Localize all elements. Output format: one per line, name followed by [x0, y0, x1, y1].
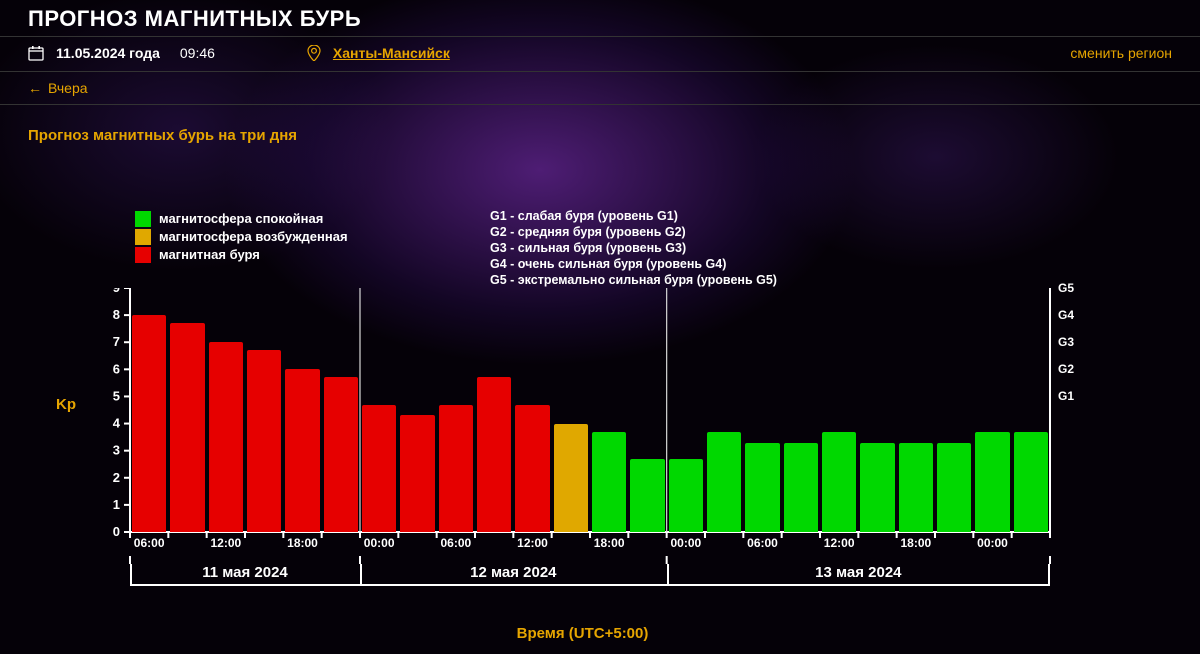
legend-label: магнитосфера возбужденная — [159, 228, 348, 246]
right-g-labels: G1G2G3G4G5 — [1058, 288, 1082, 532]
x-tick: 12:00 — [517, 536, 548, 550]
legend-label: магнитная буря — [159, 246, 260, 264]
legend-item: магнитная буря — [135, 246, 348, 264]
g-label: G5 — [1058, 281, 1074, 295]
g-label: G3 — [1058, 335, 1074, 349]
bar — [439, 405, 473, 532]
bar — [822, 432, 856, 532]
g-label: G1 — [1058, 389, 1074, 403]
x-tick: 18:00 — [900, 536, 931, 550]
x-tick: 06:00 — [134, 536, 165, 550]
bar — [784, 443, 818, 532]
bar — [324, 377, 358, 532]
date-text: 11.05.2024 года — [56, 45, 160, 61]
day-label: 11 мая 2024 — [202, 564, 288, 581]
g-scale-line: G5 - экстремально сильная буря (уровень … — [490, 272, 777, 288]
x-tick: 00:00 — [977, 536, 1008, 550]
svg-text:7: 7 — [113, 334, 120, 349]
x-tick: 06:00 — [440, 536, 471, 550]
day-labels: 11 мая 2024 12 мая 2024 13 мая 2024 — [130, 564, 1050, 586]
bar — [592, 432, 626, 532]
bar — [170, 323, 204, 532]
bar — [285, 369, 319, 532]
calendar-icon — [28, 45, 44, 61]
svg-text:4: 4 — [113, 416, 121, 431]
legend: магнитосфера спокойнаямагнитосфера возбу… — [135, 210, 348, 264]
day-label: 12 мая 2024 — [470, 564, 556, 581]
bar — [669, 459, 703, 532]
svg-text:3: 3 — [113, 443, 120, 458]
svg-text:9: 9 — [113, 288, 120, 295]
bar — [630, 459, 664, 532]
svg-text:8: 8 — [113, 307, 120, 322]
bar — [745, 443, 779, 532]
svg-text:2: 2 — [113, 470, 120, 485]
bar-chart: Kp 0123456789 06:0012:0018:0000:0006:001… — [90, 288, 1075, 618]
page-title: ПРОГНОЗ МАГНИТНЫХ БУРЬ — [0, 0, 1200, 36]
g-scale-line: G1 - слабая буря (уровень G1) — [490, 208, 777, 224]
nav-back-row: ← Вчера — [0, 72, 1200, 105]
bar — [899, 443, 933, 532]
bar — [247, 350, 281, 532]
y-axis-label: Kp — [56, 396, 76, 413]
bar — [400, 415, 434, 532]
time-text: 09:46 — [180, 45, 215, 61]
bars — [130, 288, 1050, 532]
g-label: G2 — [1058, 362, 1074, 376]
g-scale-line: G4 - очень сильная буря (уровень G4) — [490, 256, 777, 272]
svg-text:6: 6 — [113, 361, 120, 376]
svg-text:5: 5 — [113, 388, 120, 403]
back-link[interactable]: Вчера — [48, 80, 88, 96]
bar — [707, 432, 741, 532]
g-scale-legend: G1 - слабая буря (уровень G1)G2 - средня… — [490, 208, 777, 288]
bar — [554, 424, 588, 532]
chart-container: магнитосфера спокойнаямагнитосфера возбу… — [90, 210, 1075, 640]
bar — [975, 432, 1009, 532]
x-tick: 18:00 — [287, 536, 318, 550]
legend-swatch — [135, 247, 151, 263]
legend-swatch — [135, 211, 151, 227]
arrow-left-icon: ← — [28, 80, 42, 96]
g-scale-line: G3 - сильная буря (уровень G3) — [490, 240, 777, 256]
x-tick: 00:00 — [670, 536, 701, 550]
change-region-link[interactable]: сменить регион — [1070, 45, 1172, 61]
bar — [1014, 432, 1048, 532]
legend-label: магнитосфера спокойная — [159, 210, 323, 228]
legend-item: магнитосфера возбужденная — [135, 228, 348, 246]
bar — [132, 315, 166, 532]
day-label: 13 мая 2024 — [815, 564, 901, 581]
legend-swatch — [135, 229, 151, 245]
bar — [209, 342, 243, 532]
bar — [362, 405, 396, 532]
x-tick: 00:00 — [364, 536, 395, 550]
x-tick-labels: 06:00 12:00 18:00 00:00 06:00 12:00 18:00 00:00… — [130, 536, 1050, 554]
section-title: Прогноз магнитных бурь на три дня — [0, 105, 1200, 150]
g-scale-line: G2 - средняя буря (уровень G2) — [490, 224, 777, 240]
x-tick: 12:00 — [824, 536, 855, 550]
bar — [937, 443, 971, 532]
bar — [515, 405, 549, 532]
bar — [477, 377, 511, 532]
x-axis-label: Время (UTC+5:00) — [90, 625, 1075, 642]
svg-text:1: 1 — [113, 497, 120, 512]
x-tick: 12:00 — [210, 536, 241, 550]
location-link[interactable]: Ханты-Мансийск — [333, 45, 450, 61]
bar — [860, 443, 894, 532]
info-bar: 11.05.2024 года 09:46 Ханты-Мансийск сме… — [0, 36, 1200, 72]
g-label: G4 — [1058, 308, 1074, 322]
x-tick: 18:00 — [594, 536, 625, 550]
svg-text:0: 0 — [113, 524, 120, 539]
location-icon — [307, 45, 321, 61]
x-tick: 06:00 — [747, 536, 778, 550]
legend-item: магнитосфера спокойная — [135, 210, 348, 228]
